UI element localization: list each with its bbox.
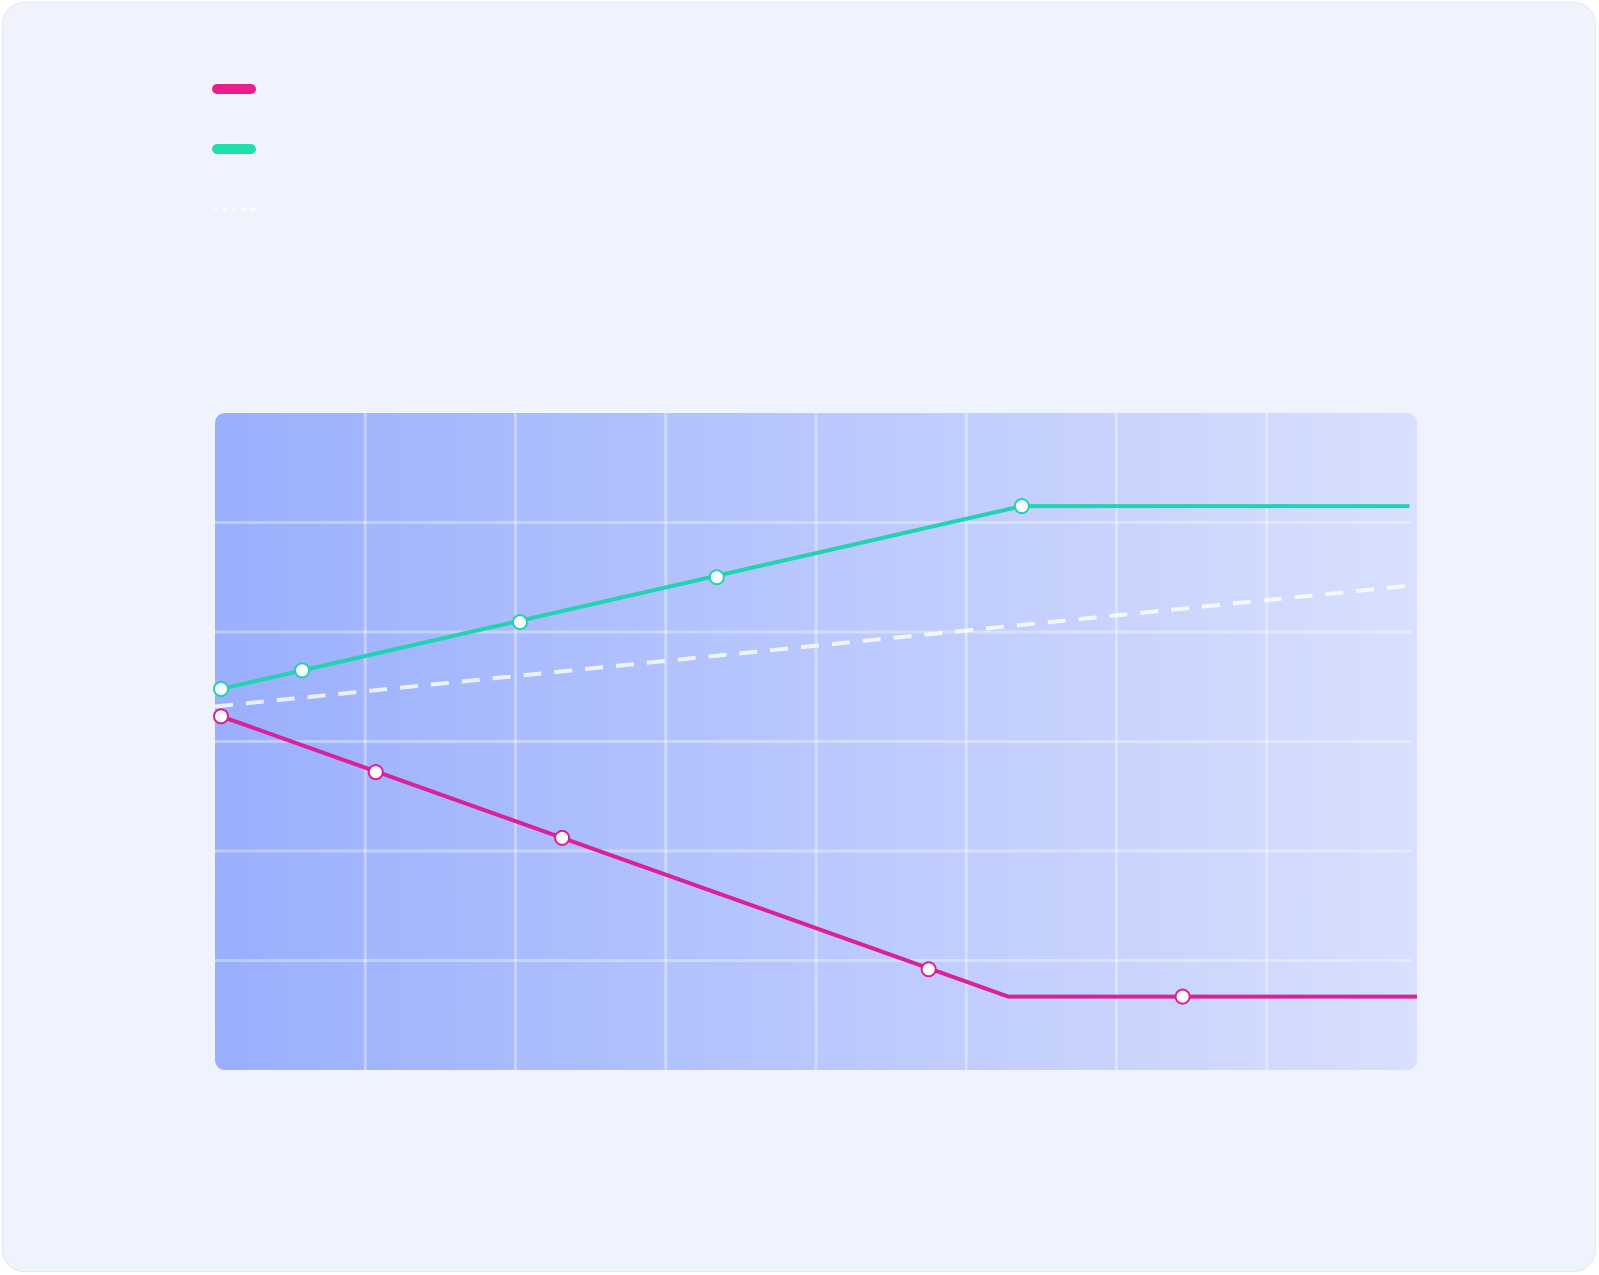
legend-swatch-series-down	[212, 84, 256, 94]
grid-lines	[215, 413, 1412, 1070]
data-point-series-down-1[interactable]	[367, 764, 384, 781]
series-line-series-down	[220, 714, 1417, 999]
series-markers	[213, 498, 1191, 1005]
data-point-series-up-4[interactable]	[1013, 498, 1030, 515]
legend-item-series-trend[interactable]	[212, 192, 278, 226]
data-point-series-up-0[interactable]	[213, 680, 230, 697]
legend-swatch-series-up	[212, 144, 256, 154]
data-point-series-up-2[interactable]	[512, 614, 529, 631]
data-point-series-down-3[interactable]	[920, 961, 937, 978]
data-point-series-up-3[interactable]	[708, 569, 725, 586]
plot-area	[215, 413, 1417, 1070]
data-point-series-down-4[interactable]	[1174, 988, 1191, 1005]
legend	[212, 72, 278, 252]
data-point-series-up-1[interactable]	[294, 662, 311, 679]
legend-item-series-down[interactable]	[212, 72, 278, 106]
legend-swatch-series-trend	[212, 207, 256, 211]
data-point-series-down-2[interactable]	[554, 829, 571, 846]
series-line-series-trend	[214, 582, 1418, 709]
data-point-series-down-0[interactable]	[213, 708, 230, 725]
legend-item-series-up[interactable]	[212, 132, 278, 166]
